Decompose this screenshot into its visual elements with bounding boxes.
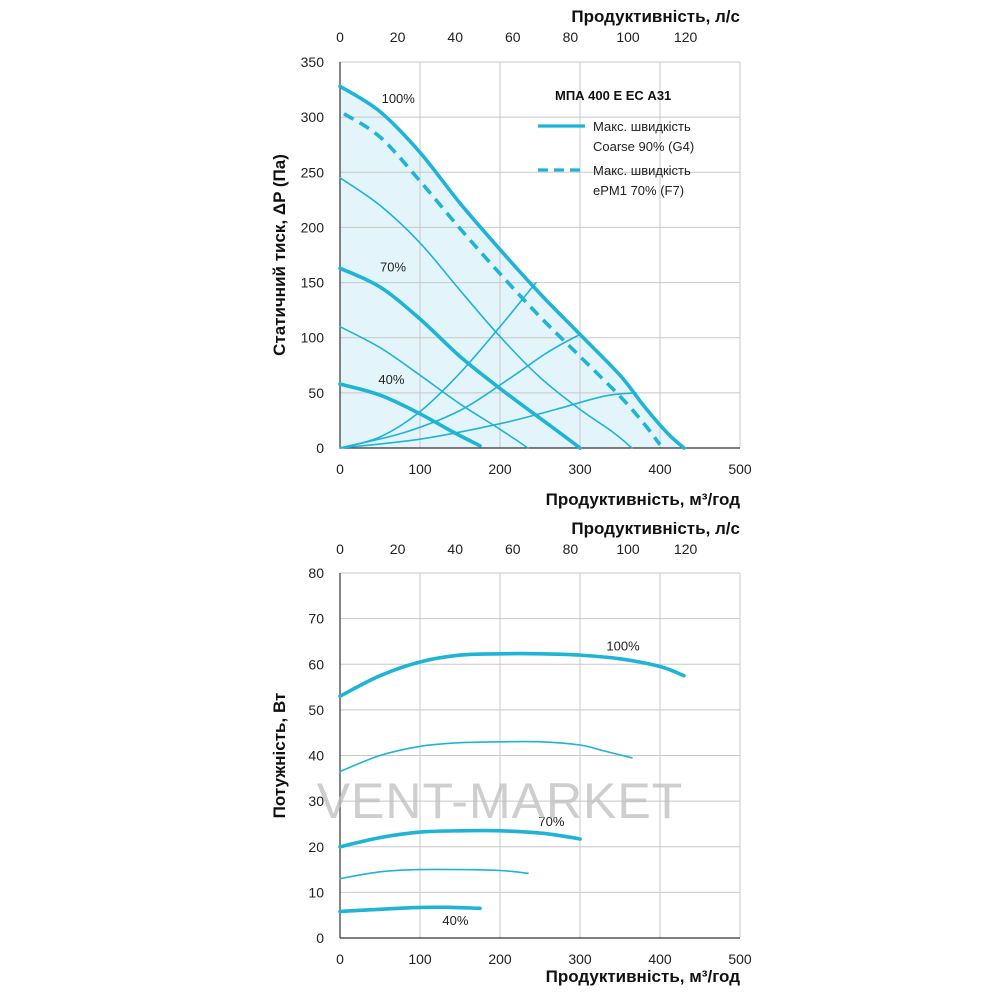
x2-tick-label: 0: [336, 29, 344, 45]
curve-label: 40%: [442, 913, 468, 928]
series-curve-2: [339, 177, 633, 449]
chart-2: 0 100 200 300 400 500 0 10 20 30 40 50 60 70 80 0 20 40 60…: [270, 519, 752, 986]
y-tick-label: 30: [308, 793, 324, 809]
x-tick-label: 300: [568, 951, 592, 967]
y-tick-label: 70: [308, 611, 324, 627]
series-curve-5: [338, 382, 482, 448]
x-axis-title: Продуктивність, м³/год: [546, 967, 741, 986]
x2-tick-label: 60: [505, 541, 521, 557]
series-curve-5: [338, 905, 482, 914]
y-tick-label: 250: [301, 164, 325, 180]
x-tick-label: 0: [336, 461, 344, 477]
y-tick-label: 50: [308, 702, 324, 718]
legend-title: МПА 400 Е ЕС А31: [555, 88, 671, 103]
chart-1: 0 100 200 300 400 500 0 50 100 150 200 250 300 350 0 20…: [270, 7, 752, 509]
series-curve-4: [339, 325, 529, 449]
y-tick-label: 150: [301, 275, 325, 291]
x2-tick-label: 0: [336, 541, 344, 557]
watermark-text: VENT-MARKET: [317, 773, 684, 829]
series-curve-2: [339, 740, 633, 773]
y-axis-title: Статичний тиск, ΔP (Па): [270, 154, 289, 356]
x2-tick-label: 120: [674, 29, 698, 45]
x-tick-label: 100: [408, 461, 432, 477]
y-tick-label: 100: [301, 330, 325, 346]
y-tick-label: 0: [316, 440, 324, 456]
x-tick-label: 400: [648, 461, 672, 477]
curve-label: 70%: [380, 260, 406, 275]
x-tick-label: 100: [408, 951, 432, 967]
x-tick-label: 300: [568, 461, 592, 477]
x2-tick-label: 60: [505, 29, 521, 45]
series-curve-7: [339, 281, 537, 449]
y-tick-label: 300: [301, 109, 325, 125]
legend-text: ePM1 70% (F7): [593, 183, 684, 198]
y-axis-title: Потужність, Вт: [270, 693, 289, 819]
curve-label: 40%: [378, 372, 404, 387]
x2-tick-label: 20: [390, 541, 406, 557]
x-tick-label: 500: [728, 461, 752, 477]
x2-tick-label: 40: [447, 29, 463, 45]
x-tick-label: 400: [648, 951, 672, 967]
series-curve-6: [343, 112, 662, 446]
series-curve-4: [339, 868, 529, 880]
series-curve-1: [338, 84, 686, 450]
series-curve-3: [338, 266, 582, 450]
series-curve-8: [339, 333, 581, 449]
series-curve-3: [338, 828, 582, 849]
y-tick-label: 200: [301, 219, 325, 235]
y-tick-label: 10: [308, 884, 324, 900]
x2-tick-label: 40: [447, 541, 463, 557]
curve-label: 100%: [382, 91, 416, 106]
legend-text: Макс. швидкість: [593, 119, 691, 134]
y-tick-label: 20: [308, 839, 324, 855]
series-curve-1: [338, 651, 686, 698]
x2-tick-label: 80: [563, 29, 579, 45]
y-tick-label: 350: [301, 54, 325, 70]
operating-area-fill: [340, 86, 684, 449]
curve-label: 70%: [538, 814, 564, 829]
x2-axis-title: Продуктивність, л/с: [571, 519, 740, 538]
y-tick-label: 80: [308, 565, 324, 581]
x2-tick-label: 20: [390, 29, 406, 45]
y-tick-label: 60: [308, 656, 324, 672]
legend-text: Макс. швидкість: [593, 163, 691, 178]
series-curve-9: [339, 392, 637, 449]
y-tick-label: 40: [308, 748, 324, 764]
x-tick-label: 200: [488, 461, 512, 477]
x2-tick-label: 100: [616, 29, 640, 45]
y-tick-label: 0: [316, 930, 324, 946]
x2-tick-label: 120: [674, 541, 698, 557]
x-tick-label: 0: [336, 951, 344, 967]
x2-axis-title: Продуктивність, л/с: [571, 7, 740, 26]
legend-text: Coarse 90% (G4): [593, 139, 694, 154]
curve-label: 100%: [606, 639, 640, 654]
x-axis-title: Продуктивність, м³/год: [546, 490, 741, 509]
x-tick-label: 500: [728, 951, 752, 967]
x2-tick-label: 100: [616, 541, 640, 557]
x2-tick-label: 80: [563, 541, 579, 557]
x-tick-label: 200: [488, 951, 512, 967]
legend: МПА 400 Е ЕС А31 Макс. швидкість Coarse 90…: [538, 88, 694, 198]
y-tick-label: 50: [308, 385, 324, 401]
